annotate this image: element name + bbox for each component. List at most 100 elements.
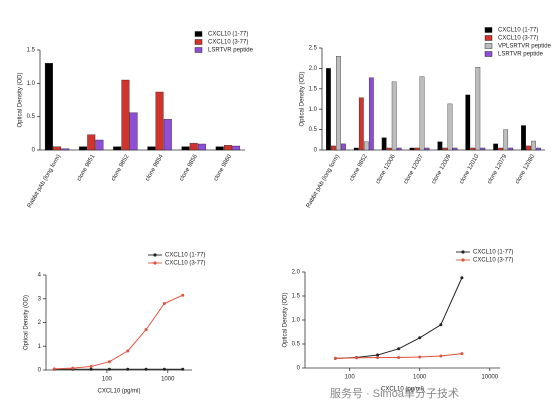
bar bbox=[53, 146, 62, 151]
bar bbox=[358, 97, 364, 151]
point bbox=[181, 293, 185, 297]
bar bbox=[452, 147, 458, 151]
bar bbox=[113, 146, 122, 151]
x-tick-label: 1000 bbox=[161, 377, 175, 383]
bar bbox=[498, 147, 504, 151]
legend-dot bbox=[461, 258, 465, 262]
legend-label: LSRTVR peptide bbox=[498, 52, 544, 58]
bar bbox=[197, 143, 206, 151]
point bbox=[89, 367, 93, 371]
bar bbox=[424, 147, 430, 151]
point bbox=[89, 364, 93, 368]
point bbox=[52, 367, 56, 371]
point bbox=[126, 349, 130, 353]
y-tick-label: 1.0 bbox=[27, 81, 36, 87]
bar bbox=[503, 129, 509, 151]
point bbox=[126, 367, 130, 371]
bar bbox=[442, 147, 448, 151]
x-tick-label: 10000 bbox=[481, 375, 498, 381]
bar bbox=[480, 147, 486, 151]
bar bbox=[336, 56, 341, 151]
point bbox=[418, 336, 422, 340]
y-tick-label: 1.5 bbox=[309, 86, 318, 92]
point bbox=[397, 355, 401, 359]
y-tick-label: 2.5 bbox=[309, 46, 318, 52]
bar bbox=[129, 112, 138, 151]
bar bbox=[181, 146, 190, 151]
bar bbox=[536, 147, 541, 151]
legend-swatch bbox=[484, 27, 493, 33]
bar bbox=[447, 103, 453, 151]
point bbox=[107, 367, 111, 371]
y-tick-label: 3 bbox=[38, 296, 42, 302]
bar bbox=[353, 147, 359, 151]
line bbox=[54, 294, 183, 370]
x-tick-label: 100 bbox=[345, 375, 356, 381]
x-axis-label: CXCL10 (pg/ml) bbox=[381, 387, 424, 393]
bar bbox=[409, 147, 415, 151]
y-tick-label: 0 bbox=[297, 366, 301, 372]
point bbox=[460, 352, 464, 356]
bar bbox=[79, 146, 87, 151]
bar bbox=[475, 67, 481, 151]
y-tick-label: 1.5 bbox=[27, 48, 36, 54]
y-tick-label: 0 bbox=[32, 148, 36, 154]
point bbox=[162, 367, 166, 371]
bar bbox=[215, 146, 224, 151]
y-axis-label: Optical Density (OD) bbox=[283, 292, 289, 347]
bar bbox=[95, 139, 104, 151]
legend-label: CXCL10 (3-77) bbox=[165, 261, 205, 267]
point bbox=[333, 356, 337, 360]
y-tick-label: 2.0 bbox=[292, 270, 301, 276]
y-tick-label: 0 bbox=[314, 148, 318, 154]
bar bbox=[147, 146, 156, 151]
legend-label: CXCL10 (3-77) bbox=[473, 258, 513, 264]
legend-dot bbox=[153, 253, 157, 257]
y-tick-label: 2.0 bbox=[309, 66, 318, 72]
bar bbox=[493, 143, 499, 151]
bar bbox=[232, 145, 241, 151]
legend-dot bbox=[461, 250, 465, 254]
bar bbox=[368, 77, 374, 151]
y-axis-label: Optical Density (OD) bbox=[300, 71, 306, 126]
legend-swatch bbox=[484, 35, 493, 41]
point bbox=[376, 353, 380, 357]
bar bbox=[437, 141, 443, 151]
bar bbox=[414, 147, 420, 151]
y-tick-label: 1.5 bbox=[292, 294, 301, 300]
bar bbox=[465, 94, 471, 151]
legend-label: LSRTVR peptide bbox=[208, 48, 254, 54]
bar bbox=[121, 79, 130, 151]
bar bbox=[419, 76, 425, 151]
y-axis-label: Optical Density (OD) bbox=[24, 295, 30, 350]
legend-label: VPLSRTVR peptide bbox=[498, 44, 552, 50]
y-tick-label: 1 bbox=[38, 344, 42, 350]
x-tick-label: 1000 bbox=[413, 375, 427, 381]
point bbox=[439, 323, 443, 327]
y-axis-label: Optical Density (OD) bbox=[18, 72, 24, 127]
x-tick-label: 100 bbox=[102, 377, 113, 383]
legend-label: CXCL10 (3-77) bbox=[498, 36, 538, 42]
legend-swatch bbox=[194, 47, 203, 53]
legend-swatch bbox=[484, 43, 493, 49]
y-tick-label: 0.5 bbox=[309, 127, 318, 133]
point bbox=[107, 360, 111, 364]
bar bbox=[189, 143, 198, 151]
bar bbox=[163, 119, 172, 151]
y-tick-label: 1.0 bbox=[292, 318, 301, 324]
bar bbox=[61, 148, 70, 151]
point bbox=[376, 355, 380, 359]
legend-label: CXCL10 (3-77) bbox=[208, 40, 248, 46]
bar bbox=[381, 137, 387, 151]
point bbox=[144, 367, 148, 371]
bar bbox=[470, 147, 476, 151]
point bbox=[418, 355, 422, 359]
point bbox=[71, 366, 75, 370]
bar bbox=[326, 68, 331, 151]
bar bbox=[87, 134, 96, 151]
bar bbox=[396, 147, 402, 151]
bar bbox=[155, 91, 164, 151]
bar bbox=[521, 125, 526, 151]
